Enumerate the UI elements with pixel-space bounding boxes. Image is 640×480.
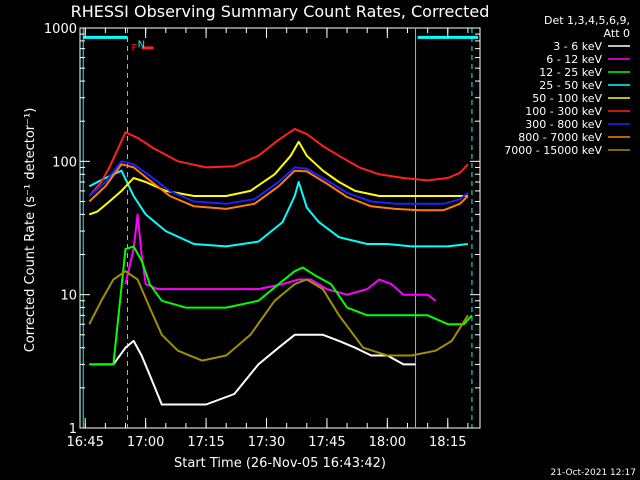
series-line-2 [89, 245, 473, 366]
series-line-0 [89, 333, 416, 406]
x-tick-label: 17:15 [187, 435, 224, 450]
legend-label: 300 - 800 keV [525, 118, 602, 131]
series-line-1 [124, 213, 437, 302]
boundary-lines [82, 28, 473, 428]
series-line-5 [88, 127, 469, 197]
x-tick-label: 18:15 [429, 435, 466, 450]
x-axis-label: Start Time (26-Nov-05 16:43:42) [174, 456, 386, 471]
plot-frame [79, 27, 481, 429]
x-tick-label: 17:00 [127, 435, 164, 450]
legend-label: 12 - 25 keV [539, 66, 602, 79]
series-line-4 [88, 140, 468, 216]
y-tick-label: 10 [60, 289, 77, 304]
plot-border [79, 27, 481, 429]
y-axis-ticks: 1 10 100 1000 [44, 22, 480, 437]
flag-label: N [138, 39, 145, 50]
y-tick-label: 100 [52, 155, 77, 170]
series-line-3 [88, 169, 469, 248]
y-tick-label: 1000 [44, 22, 77, 37]
legend-header: Det 1,3,4,5,6,9, [544, 14, 630, 27]
x-tick-label: 16:45 [67, 435, 104, 450]
legend-label: 25 - 50 keV [539, 79, 602, 92]
legend-label: 3 - 6 keV [553, 40, 602, 53]
legend-label: 6 - 12 keV [546, 53, 602, 66]
x-tick-label: 18:00 [369, 435, 406, 450]
x-tick-label: 17:45 [308, 435, 345, 450]
series-line-7 [88, 163, 469, 212]
legend-label: 7000 - 15000 keV [504, 144, 602, 157]
x-tick-label: 17:30 [248, 435, 285, 450]
series-line-8 [88, 270, 469, 362]
y-axis-label: Corrected Count Rate (s⁻¹ detector⁻¹) [23, 108, 38, 353]
legend-label: 100 - 300 keV [525, 105, 602, 118]
legend-label: 50 - 100 keV [532, 92, 602, 105]
footer-timestamp: 21-Oct-2021 12:17 [551, 468, 636, 478]
series-line-6 [88, 160, 469, 205]
legend-header: Att 0 [604, 27, 630, 40]
chart-title: RHESSI Observing Summary Count Rates, Co… [71, 2, 490, 21]
flag-label: F [132, 43, 138, 54]
y-tick-label: 1 [69, 422, 77, 437]
legend-label: 800 - 7000 keV [518, 131, 602, 144]
x-axis-ticks: 16:45 17:00 17:15 17:30 17:45 18:00 18:15 [67, 28, 469, 450]
series-lines [88, 127, 473, 406]
